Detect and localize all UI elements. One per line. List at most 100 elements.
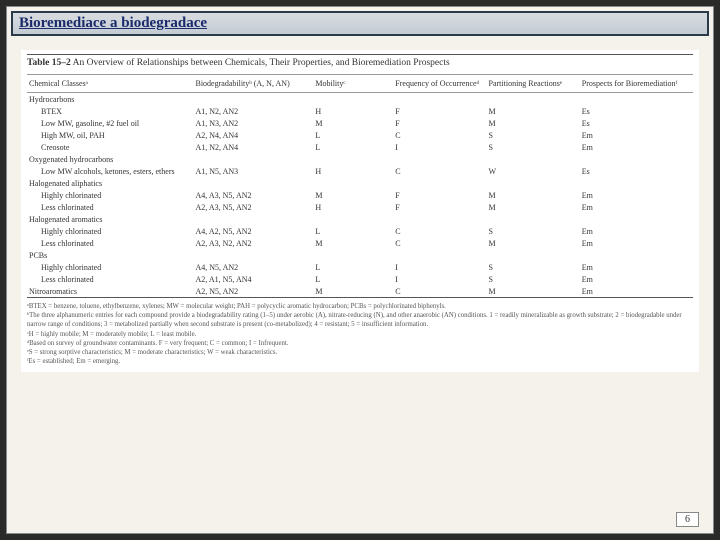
table-cell: I bbox=[393, 141, 486, 153]
table-cell: L bbox=[313, 225, 393, 237]
table-cell: PCBs bbox=[27, 249, 194, 261]
col-header: Prospects for Bioremediationᶠ bbox=[580, 75, 693, 93]
col-header: Frequency of Occurrenceᵈ bbox=[393, 75, 486, 93]
table-cell: A1, N3, AN2 bbox=[194, 117, 314, 129]
table-cell bbox=[487, 93, 580, 106]
table-cell: M bbox=[487, 105, 580, 117]
table-cell: Creosote bbox=[27, 141, 194, 153]
table-cell: M bbox=[487, 237, 580, 249]
table-cell: M bbox=[313, 117, 393, 129]
table-cell bbox=[487, 153, 580, 165]
table-row: Less chlorinatedA2, A1, N5, AN4LISEm bbox=[27, 273, 693, 285]
table-cell: Highly chlorinated bbox=[27, 225, 194, 237]
table-cell: Less chlorinated bbox=[27, 201, 194, 213]
table-cell: Oxygenated hydrocarbons bbox=[27, 153, 194, 165]
table-cell bbox=[313, 153, 393, 165]
table-cell: M bbox=[487, 201, 580, 213]
table-cell: S bbox=[487, 129, 580, 141]
footnote-line: ᶠEs = established; Em = emerging. bbox=[27, 357, 693, 366]
table-cell: Em bbox=[580, 237, 693, 249]
data-table: Chemical Classesᵃ Biodegradabilityᵇ (A, … bbox=[27, 75, 693, 298]
table-cell: Em bbox=[580, 285, 693, 297]
table-cell: Em bbox=[580, 225, 693, 237]
table-cell: Es bbox=[580, 105, 693, 117]
table-cell: Em bbox=[580, 141, 693, 153]
col-header: Biodegradabilityᵇ (A, N, AN) bbox=[194, 75, 314, 93]
table-cell bbox=[487, 177, 580, 189]
table-cell bbox=[313, 213, 393, 225]
table-cell: I bbox=[393, 273, 486, 285]
table-cell bbox=[194, 249, 314, 261]
table-cell bbox=[194, 153, 314, 165]
footnotes: ᵃBTEX = benzene, toluene, ethylbenzene, … bbox=[27, 298, 693, 366]
table-cell: Em bbox=[580, 261, 693, 273]
table-cell: BTEX bbox=[27, 105, 194, 117]
table-cell: Highly chlorinated bbox=[27, 261, 194, 273]
table-cell: M bbox=[487, 285, 580, 297]
table-cell: C bbox=[393, 237, 486, 249]
table-row: Highly chlorinatedA4, A3, N5, AN2MFMEm bbox=[27, 189, 693, 201]
table-cell: A2, A1, N5, AN4 bbox=[194, 273, 314, 285]
table-caption: Table 15–2 An Overview of Relationships … bbox=[27, 54, 693, 75]
table-cell bbox=[393, 93, 486, 106]
table-cell: A1, N5, AN3 bbox=[194, 165, 314, 177]
table-cell bbox=[580, 177, 693, 189]
table-cell bbox=[580, 213, 693, 225]
table-cell: Em bbox=[580, 129, 693, 141]
table-cell: H bbox=[313, 201, 393, 213]
header-row: Chemical Classesᵃ Biodegradabilityᵇ (A, … bbox=[27, 75, 693, 93]
table-row: NitroaromaticsA2, N5, AN2MCMEm bbox=[27, 285, 693, 297]
table-row: Highly chlorinatedA4, A2, N5, AN2LCSEm bbox=[27, 225, 693, 237]
table-row: Hydrocarbons bbox=[27, 93, 693, 106]
table-cell: S bbox=[487, 261, 580, 273]
title-bar: Bioremediace a biodegradace bbox=[11, 11, 709, 36]
col-header: Mobilityᶜ bbox=[313, 75, 393, 93]
table-row: BTEXA1, N2, AN2HFMEs bbox=[27, 105, 693, 117]
table-row: PCBs bbox=[27, 249, 693, 261]
table-row: Oxygenated hydrocarbons bbox=[27, 153, 693, 165]
footnote-line: ᵃBTEX = benzene, toluene, ethylbenzene, … bbox=[27, 302, 693, 311]
table-cell: A4, A2, N5, AN2 bbox=[194, 225, 314, 237]
table-cell: A4, A3, N5, AN2 bbox=[194, 189, 314, 201]
table-cell bbox=[313, 249, 393, 261]
col-header: Chemical Classesᵃ bbox=[27, 75, 194, 93]
table-cell: M bbox=[487, 189, 580, 201]
table-row: Less chlorinatedA2, A3, N5, AN2HFMEm bbox=[27, 201, 693, 213]
table-row: CreosoteA1, N2, AN4LISEm bbox=[27, 141, 693, 153]
table-caption-text: An Overview of Relationships between Che… bbox=[73, 58, 450, 68]
table-cell bbox=[393, 153, 486, 165]
footnote-line: ᵇThe three alphanumeric entries for each… bbox=[27, 311, 693, 329]
table-cell: Hydrocarbons bbox=[27, 93, 194, 106]
table-cell: H bbox=[313, 105, 393, 117]
table-cell bbox=[393, 177, 486, 189]
table-cell: Highly chlorinated bbox=[27, 189, 194, 201]
table-cell: Low MW alcohols, ketones, esters, ethers bbox=[27, 165, 194, 177]
table-cell bbox=[487, 213, 580, 225]
table-row: Low MW alcohols, ketones, esters, ethers… bbox=[27, 165, 693, 177]
table-cell: A4, N5, AN2 bbox=[194, 261, 314, 273]
table-panel: Table 15–2 An Overview of Relationships … bbox=[21, 50, 699, 372]
table-row: Halogenated aliphatics bbox=[27, 177, 693, 189]
table-cell: A2, A3, N5, AN2 bbox=[194, 201, 314, 213]
table-cell: Less chlorinated bbox=[27, 273, 194, 285]
table-cell: M bbox=[313, 189, 393, 201]
table-cell bbox=[194, 177, 314, 189]
table-cell: A2, N5, AN2 bbox=[194, 285, 314, 297]
footnote-line: ᵈBased on survey of groundwater contamin… bbox=[27, 339, 693, 348]
table-cell: F bbox=[393, 201, 486, 213]
table-cell bbox=[580, 93, 693, 106]
table-cell: Em bbox=[580, 273, 693, 285]
table-cell: A2, A3, N2, AN2 bbox=[194, 237, 314, 249]
table-cell: S bbox=[487, 141, 580, 153]
table-cell bbox=[393, 213, 486, 225]
table-cell bbox=[487, 249, 580, 261]
slide-title: Bioremediace a biodegradace bbox=[19, 15, 701, 32]
table-cell bbox=[313, 177, 393, 189]
table-cell: M bbox=[313, 285, 393, 297]
table-cell: L bbox=[313, 261, 393, 273]
table-cell: Em bbox=[580, 201, 693, 213]
table-cell bbox=[313, 93, 393, 106]
table-cell: Nitroaromatics bbox=[27, 285, 194, 297]
table-cell: C bbox=[393, 225, 486, 237]
col-header: Partitioning Reactionsᵉ bbox=[487, 75, 580, 93]
